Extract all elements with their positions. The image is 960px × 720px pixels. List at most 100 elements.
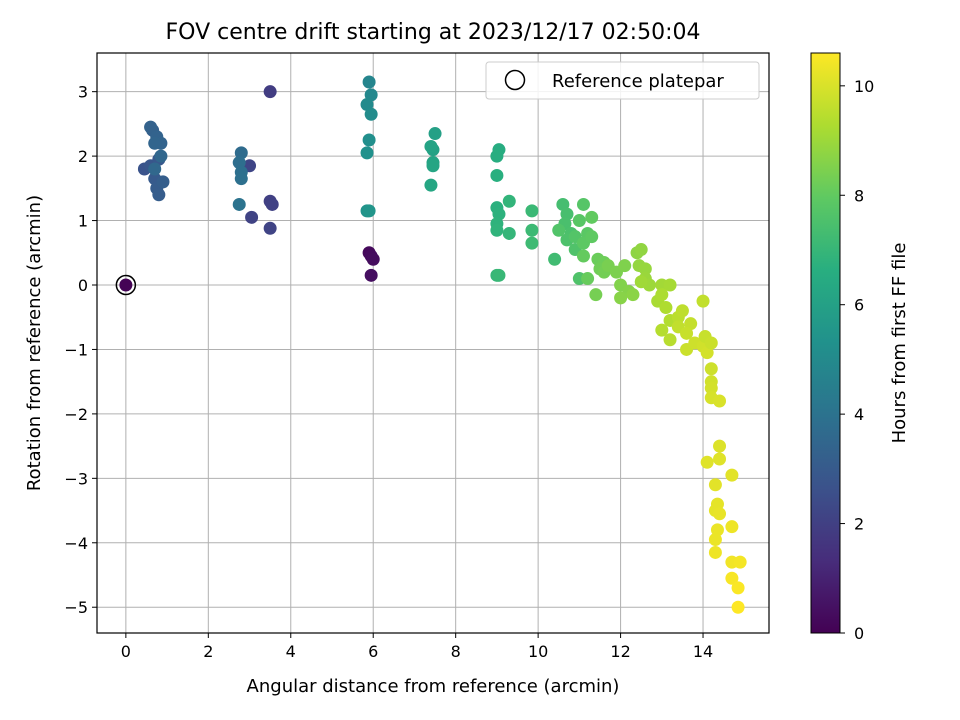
y-tick-label: 1 — [78, 212, 88, 231]
data-point — [725, 571, 739, 585]
x-tick-label: 8 — [451, 642, 461, 661]
data-point — [704, 381, 718, 395]
data-point — [560, 207, 574, 221]
x-tick-label: 2 — [203, 642, 213, 661]
data-point — [362, 133, 376, 147]
y-tick-label: −1 — [64, 340, 88, 359]
data-point — [265, 197, 279, 211]
x-tick-label: 6 — [368, 642, 378, 661]
data-point — [713, 394, 727, 408]
y-tick-label: 0 — [78, 276, 88, 295]
x-tick-label: 4 — [286, 642, 296, 661]
data-point — [696, 294, 710, 308]
data-point — [232, 197, 246, 211]
data-point — [659, 301, 673, 315]
data-point — [364, 268, 378, 282]
legend: Reference platepar — [485, 61, 760, 100]
data-point — [492, 268, 506, 282]
data-point — [234, 146, 248, 160]
y-tick-label: −2 — [64, 405, 88, 424]
data-point — [731, 600, 745, 614]
data-point — [585, 230, 599, 244]
data-point — [366, 252, 380, 266]
data-point — [680, 326, 694, 340]
y-axis-label: Rotation from reference (arcmin) — [24, 195, 45, 491]
data-point — [548, 252, 562, 266]
colorbar-tick-label: 4 — [854, 405, 864, 424]
data-point — [704, 362, 718, 376]
data-point — [492, 207, 506, 221]
colorbar-ticks: 0 2 4 6 8 10 — [840, 77, 874, 643]
data-point — [733, 555, 747, 569]
data-point — [708, 533, 722, 547]
data-point — [731, 581, 745, 595]
data-point — [490, 168, 504, 182]
data-point — [362, 75, 376, 89]
data-point — [581, 272, 595, 286]
data-point — [634, 275, 648, 289]
data-point — [710, 523, 724, 537]
data-point — [655, 323, 669, 337]
data-point — [576, 197, 590, 211]
data-point — [675, 304, 689, 318]
data-point — [725, 468, 739, 482]
plot-frame — [96, 52, 770, 634]
data-point — [663, 278, 677, 292]
data-point — [713, 507, 727, 521]
x-tick-label: 12 — [610, 642, 630, 661]
data-point — [725, 520, 739, 534]
data-point — [589, 288, 603, 302]
data-point — [148, 136, 162, 150]
data-point — [626, 288, 640, 302]
data-point — [576, 249, 590, 263]
data-point — [234, 172, 248, 186]
data-point — [424, 178, 438, 192]
data-point — [525, 223, 539, 237]
reference-marker — [115, 274, 137, 296]
data-point — [490, 149, 504, 163]
legend-box — [485, 61, 760, 100]
data-point — [362, 204, 376, 218]
data-point — [700, 455, 714, 469]
data-point — [156, 175, 170, 189]
x-tick-label: 0 — [121, 642, 131, 661]
x-axis-label: Angular distance from reference (arcmin) — [247, 676, 620, 697]
grid — [97, 53, 769, 633]
data-point — [148, 162, 162, 176]
data-point — [708, 478, 722, 492]
data-point — [614, 291, 628, 305]
y-tick-label: 2 — [78, 147, 88, 166]
y-tick-label: 3 — [78, 83, 88, 102]
data-point — [663, 333, 677, 347]
data-point — [638, 262, 652, 276]
data-point — [713, 452, 727, 466]
colorbar-label: Hours from first FF file — [889, 243, 910, 444]
data-point — [263, 221, 277, 235]
data-point — [708, 545, 722, 559]
data-point — [704, 336, 718, 350]
scatter-points — [119, 75, 747, 614]
data-point — [525, 236, 539, 250]
colorbar-tick-label: 8 — [854, 186, 864, 205]
data-point — [585, 210, 599, 224]
colorbar-tick-label: 0 — [854, 624, 864, 643]
data-point — [232, 156, 246, 170]
data-point — [552, 223, 566, 237]
data-point — [428, 127, 442, 141]
y-tick-label: −3 — [64, 469, 88, 488]
colorbar-tick-label: 10 — [854, 77, 874, 96]
colorbar-tick-label: 2 — [854, 515, 864, 534]
legend-reference-marker — [504, 69, 526, 91]
x-axis-ticks: 0 2 4 6 8 10 12 14 — [121, 633, 713, 661]
data-point — [525, 204, 539, 218]
x-tick-label: 10 — [528, 642, 548, 661]
data-point — [713, 439, 727, 453]
data-point — [572, 214, 586, 228]
data-point — [634, 243, 648, 257]
data-point — [502, 226, 516, 240]
y-tick-label: −5 — [64, 598, 88, 617]
data-point — [655, 288, 669, 302]
data-point — [364, 107, 378, 121]
data-point — [152, 188, 166, 202]
